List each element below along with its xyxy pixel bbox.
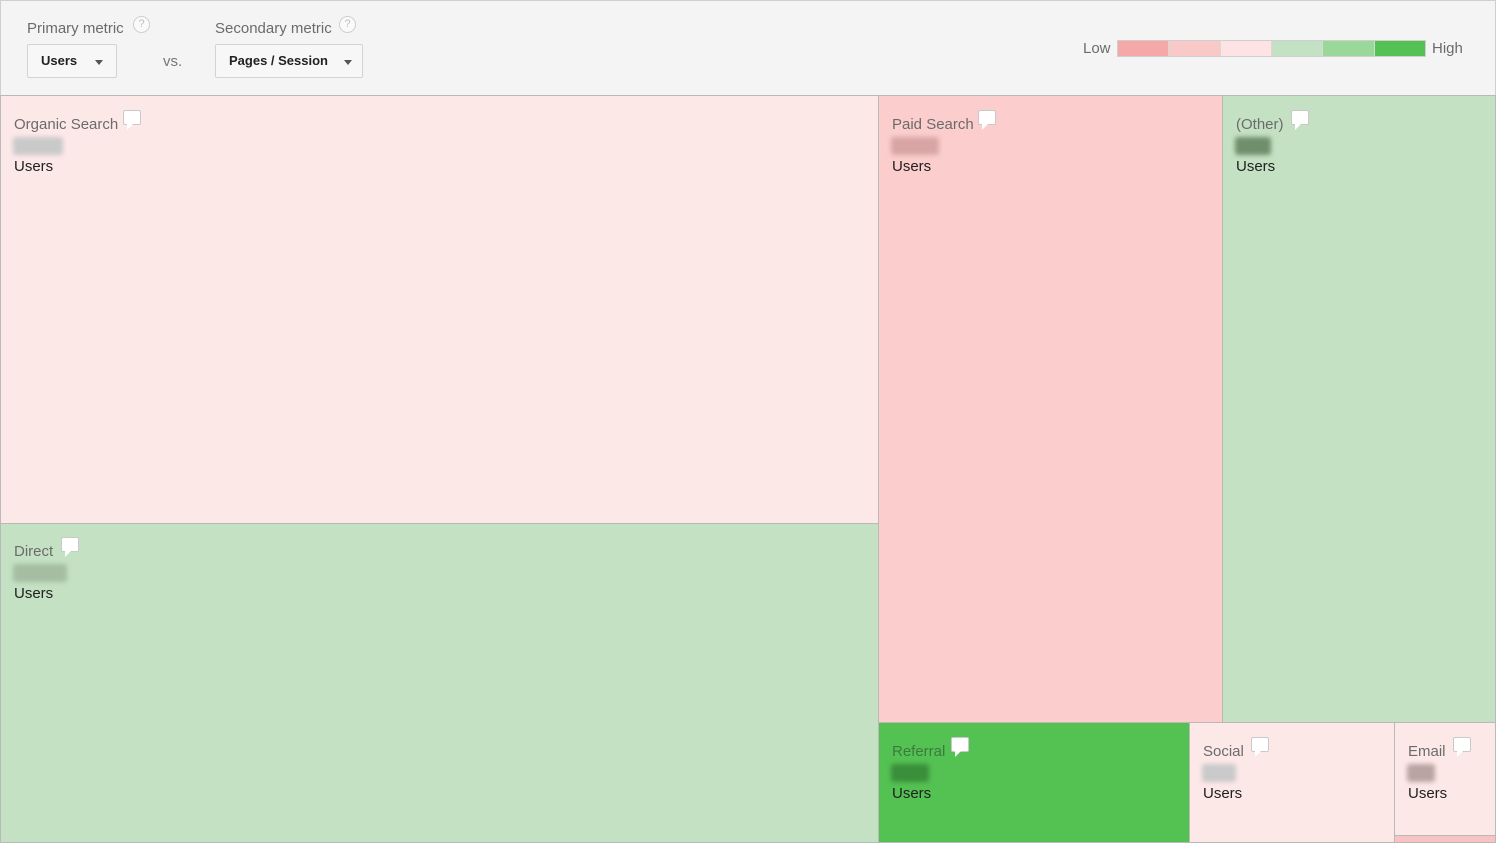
blurred-value [13,137,63,155]
secondary-metric-help-icon[interactable]: ? [339,16,356,33]
tile-paid-search[interactable]: Paid Search Users [878,95,1223,723]
chevron-down-icon [344,60,352,65]
tile-direct[interactable]: Direct Users [0,523,879,843]
secondary-metric-label: Secondary metric [215,20,332,37]
tile-name: Email [1408,743,1446,760]
legend-high-label: High [1432,40,1463,57]
tile-name: Organic Search [14,116,119,133]
comment-icon[interactable] [1453,737,1471,757]
tile-name: Referral [892,743,946,760]
tile-metric: Users [14,158,54,175]
secondary-metric-dropdown[interactable]: Pages / Session [215,44,363,78]
comment-icon[interactable] [61,537,79,557]
comment-icon[interactable] [1251,737,1269,757]
legend-swatch [1271,41,1324,56]
primary-metric-value: Users [41,53,78,68]
legend-swatch [1118,41,1170,56]
tile-metric: Users [1203,785,1243,802]
tile-small-segment[interactable] [1394,835,1496,843]
tile-metric: Users [892,158,932,175]
vs-label: vs. [163,53,183,70]
tile-referral[interactable]: Referral Users [878,722,1190,843]
legend-swatch [1220,41,1272,56]
tile-other[interactable]: (Other) Users [1222,95,1496,723]
tile-name: Social [1203,743,1244,760]
primary-metric-help-icon[interactable]: ? [133,16,150,33]
tile-social[interactable]: Social Users [1189,722,1395,843]
comment-icon[interactable] [123,110,141,130]
blurred-value [1202,764,1236,782]
primary-metric-dropdown[interactable]: Users [27,44,117,78]
primary-metric-label: Primary metric [27,20,124,37]
legend-swatch [1374,41,1425,56]
treemap-toolbar: Primary metric ? Users vs. Secondary met… [0,0,1496,97]
tile-metric: Users [1236,158,1276,175]
blurred-value [1407,764,1435,782]
tile-name: Direct [14,543,54,560]
tile-metric: Users [892,785,932,802]
tile-metric: Users [14,585,54,602]
secondary-metric-value: Pages / Session [229,53,328,68]
tile-name: (Other) [1236,116,1284,133]
comment-icon[interactable] [978,110,996,130]
blurred-value [1235,137,1271,155]
comment-icon[interactable] [951,737,969,757]
legend-swatch [1323,41,1375,56]
tile-name: Paid Search [892,116,974,133]
comment-icon[interactable] [1291,110,1309,130]
blurred-value [891,137,939,155]
legend-swatch [1169,41,1221,56]
chevron-down-icon [95,60,103,65]
blurred-value [13,564,67,582]
tile-email[interactable]: Email Users [1394,722,1496,836]
blurred-value [891,764,929,782]
tile-organic-search[interactable]: Organic Search Users [0,95,879,524]
color-legend-bar [1117,40,1426,57]
legend-low-label: Low [1083,40,1111,57]
tile-metric: Users [1408,785,1448,802]
